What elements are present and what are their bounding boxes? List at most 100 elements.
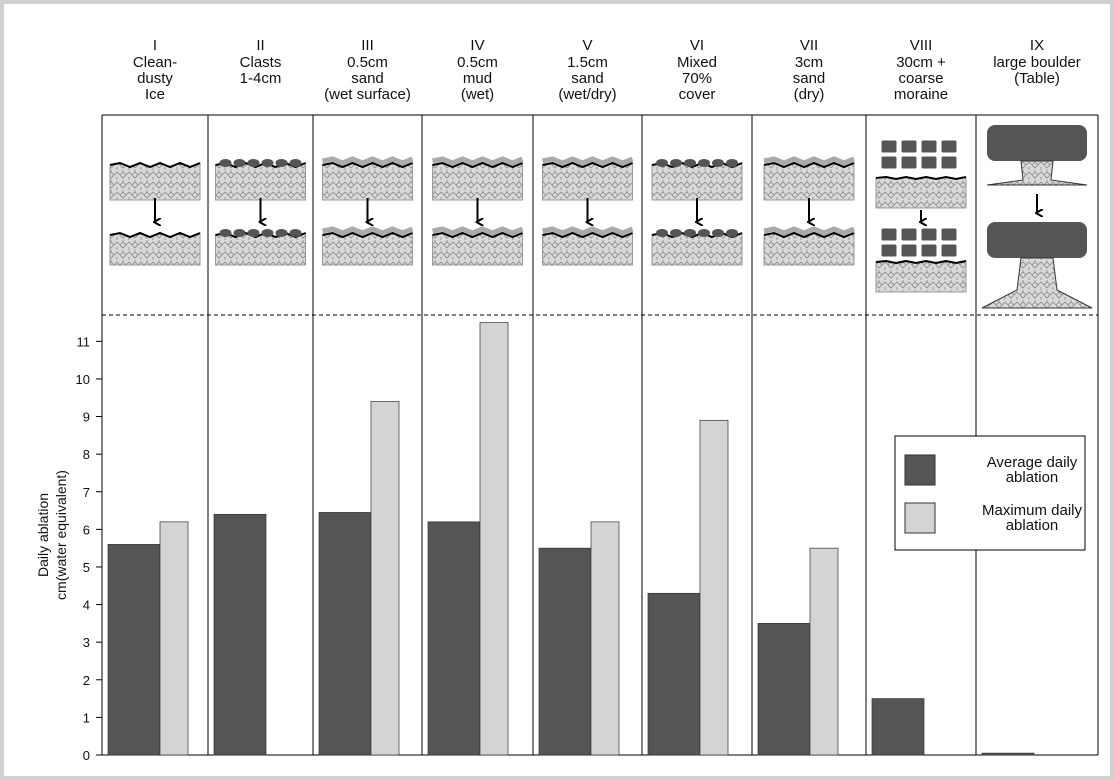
column-label: sand <box>571 70 604 87</box>
y-tick-label: 10 <box>76 372 90 387</box>
moraine-rock <box>900 243 918 258</box>
legend-label: Average daily ablation <box>987 454 1078 486</box>
bar <box>159 521 189 756</box>
clast <box>684 229 696 237</box>
bar <box>370 401 400 756</box>
y-tick-label: 5 <box>83 560 90 575</box>
ice-pedestal <box>986 160 1088 186</box>
ice-block <box>542 232 633 266</box>
ice-block <box>322 232 413 266</box>
column-numeral: V <box>582 37 592 54</box>
clast <box>726 229 738 237</box>
surface-line <box>763 161 855 169</box>
surface-line <box>322 231 413 239</box>
clast <box>656 159 668 167</box>
clast <box>275 229 288 237</box>
bar <box>871 698 925 756</box>
column-numeral: IV <box>470 37 484 54</box>
moraine-rock <box>880 139 898 154</box>
bar <box>809 547 839 756</box>
clast <box>261 159 274 167</box>
ice-pedestal <box>981 257 1093 309</box>
column-label: large boulder <box>993 54 1081 71</box>
column-label: (wet surface) <box>324 86 411 103</box>
moraine-rock <box>920 155 938 170</box>
column-label: sand <box>351 70 384 87</box>
moraine-rock <box>920 227 938 242</box>
ice-block <box>542 162 633 201</box>
ice-block <box>215 162 306 201</box>
column-label: (wet/dry) <box>558 86 616 103</box>
y-tick-label: 7 <box>83 485 90 500</box>
column-numeral: II <box>256 37 264 54</box>
ice-block <box>763 162 855 201</box>
y-tick-label: 4 <box>83 598 90 613</box>
bar <box>757 623 811 756</box>
sediment-layer <box>322 226 414 236</box>
column-label: (Table) <box>1014 70 1060 87</box>
bar <box>107 544 161 756</box>
column-label: coarse <box>898 70 943 87</box>
clast <box>233 159 246 167</box>
moraine-rock <box>920 243 938 258</box>
bar <box>590 521 620 756</box>
sediment-layer <box>432 156 524 166</box>
clast <box>219 159 232 167</box>
column-label: 0.5cm <box>347 54 388 71</box>
column-label: (dry) <box>794 86 825 103</box>
bar <box>479 322 509 756</box>
clast <box>275 159 288 167</box>
moraine-rock <box>900 139 918 154</box>
y-tick-label: 6 <box>83 522 90 537</box>
y-tick-label: 9 <box>83 410 90 425</box>
clast <box>219 229 232 237</box>
bar <box>318 512 372 756</box>
moraine-rock <box>940 155 958 170</box>
sediment-layer <box>322 156 414 166</box>
ice-block <box>432 232 523 266</box>
boulder <box>987 222 1087 258</box>
ice-block <box>875 176 967 209</box>
bar <box>538 547 592 756</box>
sediment-layer <box>542 156 634 166</box>
surface-line <box>432 231 523 239</box>
column-label: mud <box>463 70 492 87</box>
clast <box>247 159 260 167</box>
ice-block <box>875 260 967 293</box>
column-label: dusty <box>137 70 173 87</box>
clast <box>261 229 274 237</box>
column-label: Mixed <box>677 54 717 71</box>
column-numeral: III <box>361 37 374 54</box>
column-label: Clean- <box>133 54 177 71</box>
column-label: sand <box>793 70 826 87</box>
bar <box>699 419 729 756</box>
moraine-rock <box>900 155 918 170</box>
surface-line <box>875 175 967 181</box>
clast <box>233 229 246 237</box>
clast <box>289 229 302 237</box>
ice-block <box>109 162 201 201</box>
y-tick-label: 3 <box>83 635 90 650</box>
legend-label: Maximum daily ablation <box>982 502 1083 534</box>
column-numeral: VI <box>690 37 704 54</box>
ice-block <box>651 232 743 266</box>
surface-line <box>109 161 201 169</box>
moraine-rock <box>940 243 958 258</box>
moraine-rock <box>880 155 898 170</box>
sediment-layer <box>763 156 855 166</box>
moraine-rock <box>880 243 898 258</box>
column-label: 0.5cm <box>457 54 498 71</box>
column-label: (wet) <box>461 86 494 103</box>
legend-swatch <box>904 454 936 486</box>
clast <box>698 229 710 237</box>
ice-block <box>109 232 201 266</box>
clast <box>670 229 682 237</box>
column-label: moraine <box>894 86 948 103</box>
clast <box>698 159 710 167</box>
moraine-rock <box>940 139 958 154</box>
column-numeral: VIII <box>910 37 933 54</box>
y-axis-label: Daily ablation <box>35 493 51 577</box>
column-label: 1-4cm <box>240 70 282 87</box>
surface-line <box>432 161 523 169</box>
